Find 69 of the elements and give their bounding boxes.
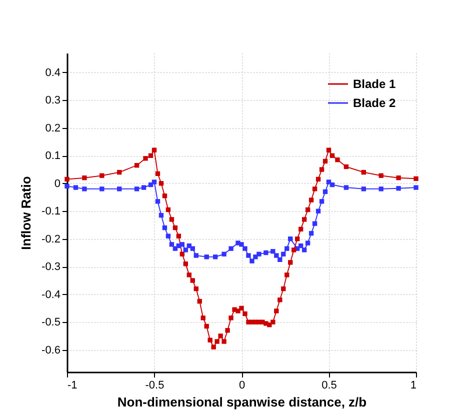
point (172, 246, 178, 251)
point (316, 208, 321, 214)
y-tick-label: 0 (54, 178, 60, 190)
point (242, 246, 248, 251)
point (134, 186, 140, 192)
point (73, 185, 78, 190)
point (264, 250, 268, 256)
point (319, 199, 324, 204)
point (326, 180, 332, 184)
legend-label: Blade 2 (353, 96, 396, 110)
point (396, 186, 401, 191)
point (228, 246, 234, 251)
point (222, 252, 226, 256)
y-tick-label: 0.3 (45, 94, 60, 107)
point (64, 184, 70, 188)
point (180, 242, 185, 247)
y-tick-label: -0.6 (42, 344, 60, 356)
x-tick-label: -1 (68, 380, 78, 392)
point (194, 253, 198, 258)
point (141, 185, 146, 190)
point (183, 248, 188, 252)
x-tick-label: -0.5 (145, 380, 164, 392)
x-axis-title: Non-dimensional spanwise distance, z/b (117, 394, 367, 410)
point (250, 258, 254, 264)
point (270, 248, 276, 254)
point (308, 230, 314, 236)
point (169, 242, 174, 247)
point (278, 257, 282, 262)
point (322, 189, 328, 194)
point (361, 186, 366, 192)
point (312, 221, 318, 226)
x-tick-label: 0 (238, 380, 246, 392)
y-tick-label: -0.4 (42, 288, 60, 301)
y-tick-label: -0.2 (42, 233, 60, 246)
y-axis-title: Inflow Ratio (18, 176, 34, 250)
point (152, 180, 157, 184)
y-tick-label: -0.3 (42, 261, 60, 274)
point (100, 186, 104, 192)
y-tick-label: -0.1 (42, 206, 60, 218)
point (166, 234, 171, 238)
point (344, 185, 349, 190)
point (305, 240, 310, 246)
point (414, 185, 418, 190)
x-tick-label: 1 (410, 380, 416, 392)
x-tick-label: 0.5 (322, 380, 337, 392)
y-tick-label: 0.2 (45, 122, 60, 134)
point (158, 212, 164, 218)
point (190, 246, 195, 251)
point (330, 182, 335, 188)
point (246, 253, 251, 258)
point (204, 254, 209, 260)
y-tick-label: -0.5 (42, 316, 60, 329)
point (155, 199, 160, 204)
point (298, 243, 304, 248)
point (302, 248, 307, 252)
point (274, 253, 279, 258)
point (281, 252, 286, 256)
point (284, 246, 290, 251)
y-tick-label: 0.1 (45, 150, 60, 162)
y-tick-label: 0.4 (45, 66, 60, 79)
point (162, 225, 168, 230)
point (82, 186, 87, 192)
legend-label: Blade 1 (353, 77, 396, 91)
point (378, 186, 384, 192)
point (256, 252, 262, 256)
point (239, 242, 244, 247)
point (288, 236, 293, 242)
point (212, 254, 218, 260)
point (117, 186, 122, 192)
